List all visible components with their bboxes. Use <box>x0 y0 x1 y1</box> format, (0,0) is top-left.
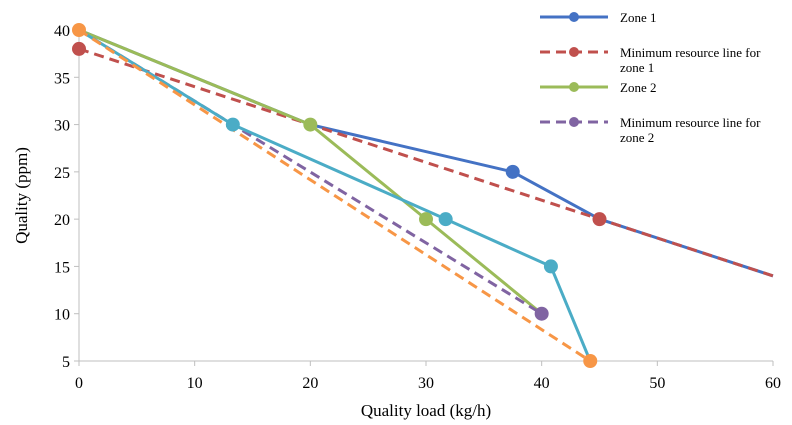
legend-label: Zone 1 <box>620 10 656 25</box>
y-tick-label: 15 <box>54 259 70 276</box>
y-axis-title: Quality (ppm) <box>12 147 31 244</box>
data-point-marker <box>592 212 607 227</box>
series-line-3 <box>78 28 543 315</box>
y-tick-label: 25 <box>54 165 70 182</box>
y-tick-label: 35 <box>54 70 70 87</box>
legend-marker <box>569 12 579 22</box>
legend-item: Zone 2 <box>540 80 656 95</box>
legend-marker <box>569 117 579 127</box>
data-point-marker <box>303 117 318 132</box>
x-tick-label: 10 <box>187 375 203 392</box>
data-point-marker <box>72 41 86 56</box>
series-line-1 <box>78 28 774 278</box>
data-point-marker <box>72 23 86 37</box>
x-tick-label: 50 <box>649 375 665 392</box>
data-point-marker <box>225 117 240 132</box>
axes: 0 10 20 30 40 50 60 5 10 15 20 25 30 35 40 Quality load… <box>12 23 781 420</box>
legend-marker <box>569 82 579 92</box>
x-axis-title: Quality load (kg/h) <box>361 401 491 420</box>
y-tick-label: 20 <box>54 212 70 229</box>
data-point-marker <box>583 354 598 368</box>
y-tick-label: 10 <box>54 307 70 324</box>
series-lines <box>78 28 774 363</box>
series-line-6 <box>78 28 592 363</box>
data-point-marker <box>419 212 433 227</box>
legend-label: Minimum resource line for zone 1 <box>620 45 761 75</box>
x-tick-label: 20 <box>302 375 318 392</box>
data-point-marker <box>534 306 549 321</box>
data-point-marker <box>505 164 520 179</box>
data-point-marker <box>543 259 558 274</box>
data-point-marker <box>438 212 453 227</box>
legend: Zone 1 Minimum resource line for zone 1 Zon… <box>540 10 761 145</box>
legend-item: Minimum resource line for zone 2 <box>540 115 761 145</box>
x-tick-label: 0 <box>75 375 83 392</box>
y-tick-label: 40 <box>54 23 70 40</box>
y-tick-label: 5 <box>62 354 70 371</box>
legend-label: Zone 2 <box>620 80 656 95</box>
legend-item: Zone 1 <box>540 10 656 25</box>
x-tick-label: 40 <box>534 375 550 392</box>
data-markers <box>72 23 607 368</box>
legend-marker <box>569 47 579 57</box>
x-tick-label: 30 <box>418 375 434 392</box>
legend-label: Minimum resource line for zone 2 <box>620 115 761 145</box>
legend-item: Minimum resource line for zone 1 <box>540 45 761 75</box>
y-tick-label: 30 <box>54 118 70 135</box>
x-tick-label: 60 <box>765 375 781 392</box>
